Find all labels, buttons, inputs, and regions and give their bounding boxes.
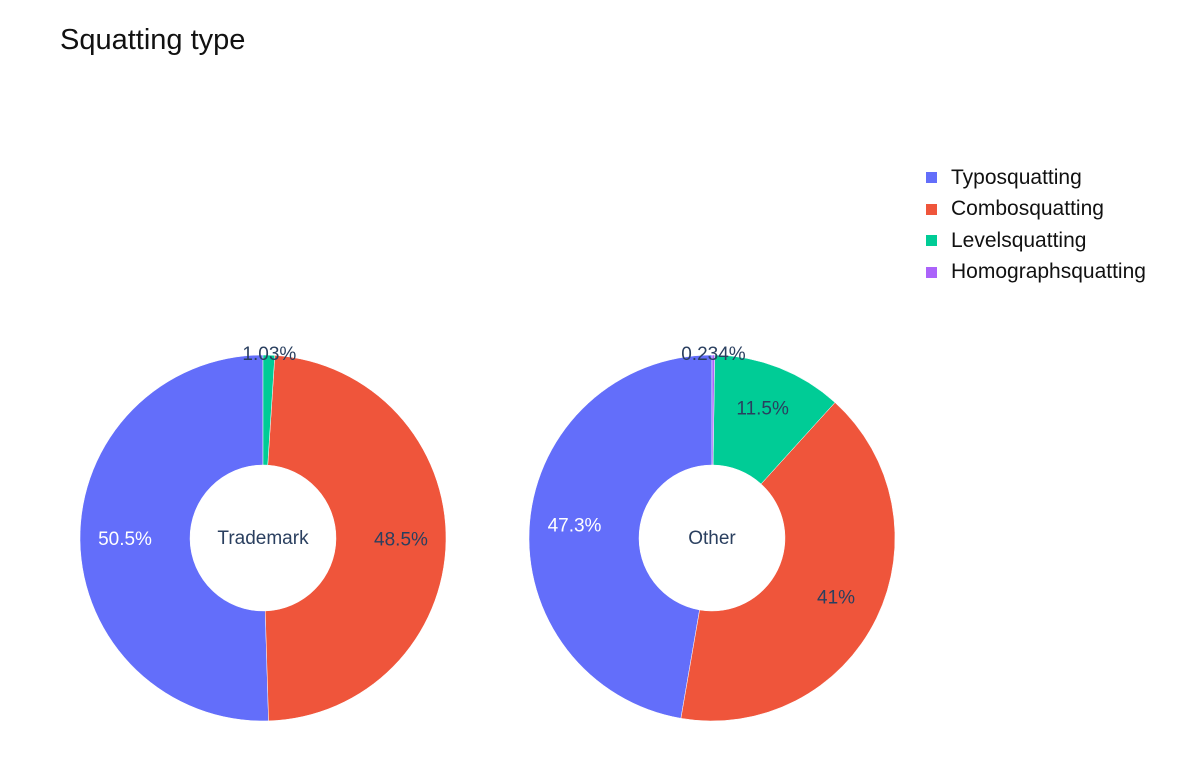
legend-swatch	[926, 172, 937, 184]
legend-label: Combosquatting	[951, 197, 1104, 221]
slice-label-other-levelsquatting: 11.5%	[736, 399, 789, 420]
donut-center-label-other: Other	[688, 528, 736, 549]
legend-swatch	[926, 266, 937, 278]
slice-other-homographsquatting[interactable]	[711, 354, 715, 466]
slice-label-trademark-combosquatting: 48.5%	[374, 529, 428, 550]
slice-label-other-combosquatting: 41%	[817, 588, 855, 609]
legend-swatch	[926, 235, 937, 247]
chart-title: Squatting type	[60, 24, 246, 56]
donut-center-label-trademark: Trademark	[217, 528, 309, 549]
legend-label: Homographsquatting	[951, 260, 1146, 284]
slice-label-trademark-typosquatting: 50.5%	[98, 529, 152, 550]
legend-swatch	[926, 203, 937, 215]
legend-item-homographsquatting[interactable]: Homographsquatting	[926, 257, 1146, 289]
slice-trademark-levelsquatting[interactable]	[262, 354, 276, 466]
slice-other-typosquatting[interactable]	[528, 354, 713, 719]
legend-label: Typosquatting	[951, 165, 1082, 189]
slice-label-other-homographsquatting: 0.234%	[681, 344, 746, 365]
legend: Typosquatting Combosquatting Levelsquattin…	[926, 162, 1146, 288]
slice-label-other-typosquatting: 47.3%	[548, 515, 602, 536]
legend-item-typosquatting[interactable]: Typosquatting	[926, 162, 1146, 194]
legend-item-levelsquatting[interactable]: Levelsquatting	[926, 225, 1146, 257]
legend-item-combosquatting[interactable]: Combosquatting	[926, 194, 1146, 226]
slice-label-trademark-levelsquatting: 1.03%	[242, 344, 296, 365]
donut-other: 47.3% 41% 11.5% 0.234% Other	[528, 344, 896, 722]
slice-other-combosquatting[interactable]	[680, 402, 896, 722]
donut-trademark: 50.5% 48.5% 1.03% Trademark	[79, 344, 447, 722]
legend-label: Levelsquatting	[951, 228, 1087, 252]
